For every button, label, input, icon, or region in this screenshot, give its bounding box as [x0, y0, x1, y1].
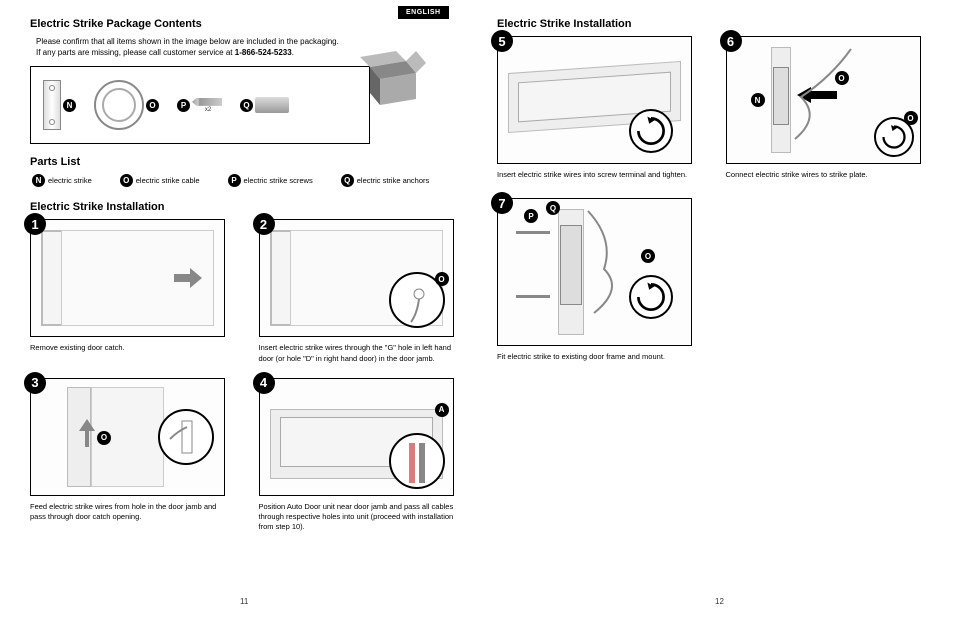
cable-coil-icon — [94, 80, 144, 130]
steps-grid-left: 1 Remove existing door catch. 2 O — [30, 219, 457, 532]
step-2: 2 O Insert electric strike wires through… — [259, 219, 458, 363]
label-p: P — [177, 99, 190, 112]
page-number-left: 11 — [240, 597, 248, 606]
step-7-caption: Fit electric strike to existing door fra… — [497, 352, 692, 362]
step-number-2: 2 — [253, 213, 275, 235]
part-q: Q — [240, 97, 289, 113]
step-number-5: 5 — [491, 30, 513, 52]
part-n: N — [43, 80, 76, 130]
step-2-caption: Insert electric strike wires through the… — [259, 343, 454, 363]
package-contents-diagram: N O P x2 Q — [30, 66, 370, 144]
step-number-4: 4 — [253, 372, 275, 394]
screw-icon — [192, 98, 222, 106]
step-4: 4 A Position Auto Door unit near door ja… — [259, 378, 458, 532]
parts-list-item: Oelectric strike cable — [120, 174, 200, 187]
detail-icon — [160, 411, 216, 467]
rotation-arrow-icon — [629, 109, 673, 153]
pl-name-p: electric strike screws — [244, 176, 313, 185]
step-6-diagram: N O O — [726, 36, 921, 164]
pl-letter-n: N — [32, 174, 45, 187]
step-number-3: 3 — [24, 372, 46, 394]
step-7: 7 P Q O Fit electric strike to existing … — [497, 198, 696, 362]
heading-installation-right: Electric Strike Installation — [497, 18, 924, 30]
part-p: P x2 — [177, 98, 222, 113]
callout-o: O — [97, 431, 111, 445]
parts-list-item: Pelectric strike screws — [228, 174, 313, 187]
pl-name-n: electric strike — [48, 176, 92, 185]
step-1-diagram — [30, 219, 225, 337]
pl-letter-o: O — [120, 174, 133, 187]
intro-line2-prefix: If any parts are missing, please call cu… — [36, 48, 235, 57]
page-number-right: 12 — [715, 597, 724, 606]
heading-package-contents: Electric Strike Package Contents — [30, 18, 457, 30]
open-box-icon — [357, 47, 429, 111]
step-3-caption: Feed electric strike wires from hole in … — [30, 502, 225, 522]
step-4-diagram: A — [259, 378, 454, 496]
heading-parts-list: Parts List — [30, 156, 457, 168]
right-page: Electric Strike Installation 5 Insert el… — [497, 18, 924, 608]
callout-n: N — [751, 93, 765, 107]
detail-icon — [391, 435, 447, 491]
step-4-caption: Position Auto Door unit near door jamb a… — [259, 502, 454, 532]
intro-phone: 1-866-524-5233 — [235, 48, 292, 57]
label-q: Q — [240, 99, 253, 112]
pl-name-q: electric strike anchors — [357, 176, 430, 185]
part-o: O — [94, 80, 159, 130]
screw-qty: x2 — [205, 107, 211, 113]
pl-letter-q: Q — [341, 174, 354, 187]
strike-plate-icon — [43, 80, 61, 130]
steps-grid-right: 5 Insert electric strike wires into scre… — [497, 36, 924, 362]
arrow-icon — [174, 264, 202, 292]
step-number-6: 6 — [720, 30, 742, 52]
page-spread: Electric Strike Package Contents Please … — [0, 0, 954, 618]
left-page: Electric Strike Package Contents Please … — [30, 18, 457, 608]
heading-installation-left: Electric Strike Installation — [30, 201, 457, 213]
parts-list-item: Qelectric strike anchors — [341, 174, 430, 187]
step-3-diagram: O — [30, 378, 225, 496]
intro-line1: Please confirm that all items shown in t… — [36, 37, 339, 46]
arrow-up-icon — [75, 419, 99, 449]
step-6: 6 N O O Connect electric strike wires to… — [726, 36, 925, 180]
callout-a: A — [435, 403, 449, 417]
step-7-diagram: P Q O — [497, 198, 692, 346]
parts-list: Nelectric strike Oelectric strike cable … — [32, 174, 457, 187]
step-5-caption: Insert electric strike wires into screw … — [497, 170, 692, 180]
parts-list-item: Nelectric strike — [32, 174, 92, 187]
step-number-7: 7 — [491, 192, 513, 214]
intro-line2-suffix: . — [292, 48, 294, 57]
step-5: 5 Insert electric strike wires into scre… — [497, 36, 696, 180]
label-o: O — [146, 99, 159, 112]
step-1: 1 Remove existing door catch. — [30, 219, 229, 363]
step-6-caption: Connect electric strike wires to strike … — [726, 170, 921, 180]
pl-letter-p: P — [228, 174, 241, 187]
callout-o-2: O — [904, 111, 918, 125]
language-tag: ENGLISH — [398, 6, 449, 19]
step-1-caption: Remove existing door catch. — [30, 343, 225, 353]
wire-icon — [791, 47, 861, 147]
callout-o: O — [435, 272, 449, 286]
wire-icon — [584, 209, 654, 319]
label-n: N — [63, 99, 76, 112]
anchor-icon — [255, 97, 289, 113]
step-5-diagram — [497, 36, 692, 164]
step-2-diagram: O — [259, 219, 454, 337]
pl-name-o: electric strike cable — [136, 176, 200, 185]
callout-p: P — [524, 209, 538, 223]
step-3: 3 O Feed electric strike wires from hole… — [30, 378, 229, 532]
